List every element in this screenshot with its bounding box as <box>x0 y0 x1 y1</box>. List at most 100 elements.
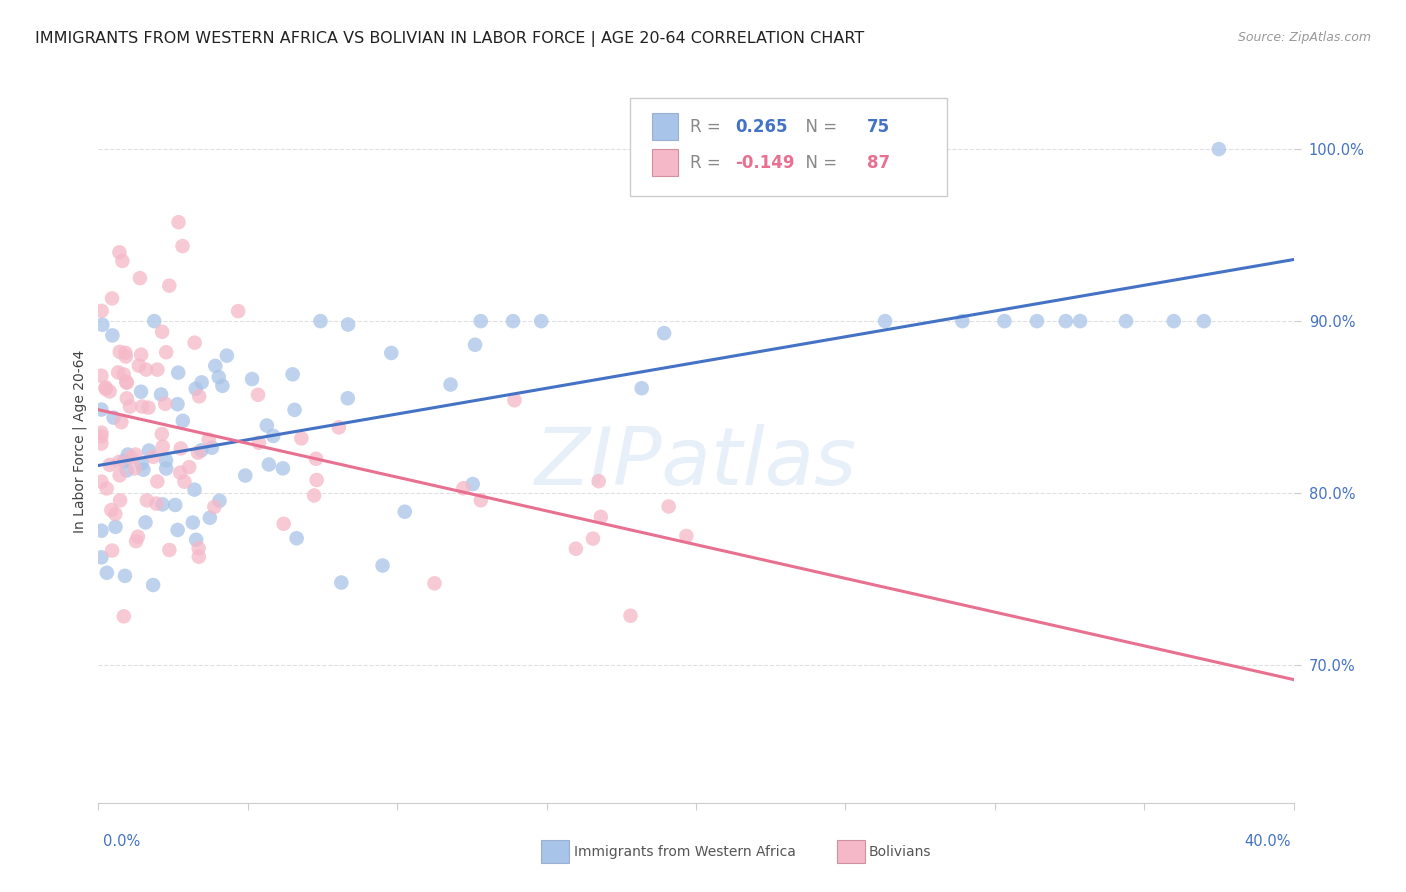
Point <box>173 475 195 489</box>
Point <box>197 433 219 447</box>
Point <box>108 455 131 469</box>
Text: ZIPatlas: ZIPatlas <box>534 425 858 502</box>
Point <box>187 541 209 556</box>
Point <box>305 451 328 466</box>
Point <box>108 344 131 359</box>
Point <box>256 418 278 433</box>
Point <box>198 510 221 524</box>
Text: 87: 87 <box>868 154 890 172</box>
Point <box>150 387 173 401</box>
Point <box>233 468 256 483</box>
Point <box>215 349 238 363</box>
Point <box>1115 314 1137 328</box>
Point <box>183 483 205 497</box>
Point <box>108 245 131 260</box>
Point <box>132 463 155 477</box>
Point <box>150 426 173 441</box>
Point <box>90 524 112 538</box>
Point <box>112 454 135 468</box>
Point <box>271 461 294 475</box>
Point <box>114 345 136 359</box>
Point <box>172 414 194 428</box>
Point <box>284 402 307 417</box>
Point <box>117 448 139 462</box>
Point <box>290 431 312 445</box>
Point <box>461 477 484 491</box>
Point <box>135 362 157 376</box>
Point <box>146 362 169 376</box>
Point <box>226 304 249 318</box>
Point <box>90 425 112 440</box>
Text: N =: N = <box>796 154 842 172</box>
Point <box>183 335 205 350</box>
Point <box>134 516 156 530</box>
Point <box>188 389 211 403</box>
FancyBboxPatch shape <box>652 112 678 140</box>
Point <box>1208 142 1230 156</box>
Point <box>114 569 136 583</box>
Point <box>146 475 169 489</box>
Point <box>423 576 446 591</box>
Point <box>1069 314 1091 328</box>
Point <box>90 475 112 489</box>
Point <box>204 359 226 373</box>
Text: N =: N = <box>796 119 842 136</box>
Point <box>157 278 180 293</box>
Point <box>115 463 138 477</box>
Text: Source: ZipAtlas.com: Source: ZipAtlas.com <box>1237 31 1371 45</box>
Point <box>170 442 193 456</box>
Point <box>128 359 150 373</box>
Point <box>94 382 117 396</box>
Point <box>98 384 121 399</box>
Point <box>190 376 212 390</box>
Point <box>453 481 475 495</box>
Text: -0.149: -0.149 <box>735 154 794 172</box>
Point <box>155 461 177 475</box>
Point <box>101 543 124 558</box>
Point <box>993 314 1015 328</box>
Point <box>167 366 190 380</box>
Point <box>142 578 165 592</box>
Text: R =: R = <box>690 119 725 136</box>
Point <box>190 443 212 458</box>
Point <box>172 239 194 253</box>
Point <box>502 314 524 328</box>
Point <box>104 520 127 534</box>
Point <box>131 457 153 471</box>
Point <box>101 292 124 306</box>
Point <box>530 314 553 328</box>
Point <box>503 393 526 408</box>
Point <box>394 505 416 519</box>
Point <box>90 304 112 318</box>
Point <box>240 372 263 386</box>
Point <box>202 500 225 514</box>
Point <box>337 318 360 332</box>
Point <box>124 448 146 462</box>
Point <box>675 529 697 543</box>
Point <box>108 493 131 508</box>
Point <box>187 445 209 459</box>
Point <box>184 533 207 547</box>
Point <box>129 384 152 399</box>
Point <box>187 549 209 564</box>
Point <box>257 458 280 472</box>
Point <box>169 466 191 480</box>
Point <box>152 497 174 511</box>
Point <box>302 488 325 502</box>
Point <box>155 453 177 467</box>
Point <box>127 530 149 544</box>
Point <box>589 509 612 524</box>
Point <box>107 365 129 379</box>
Point <box>129 348 152 362</box>
Point <box>112 368 135 382</box>
Point <box>94 380 117 394</box>
Point <box>155 345 177 359</box>
Point <box>181 516 204 530</box>
Point <box>114 350 136 364</box>
Point <box>111 254 134 268</box>
Point <box>1054 314 1077 328</box>
Point <box>120 450 142 464</box>
Point <box>110 415 132 429</box>
Point <box>125 534 148 549</box>
Point <box>165 498 187 512</box>
